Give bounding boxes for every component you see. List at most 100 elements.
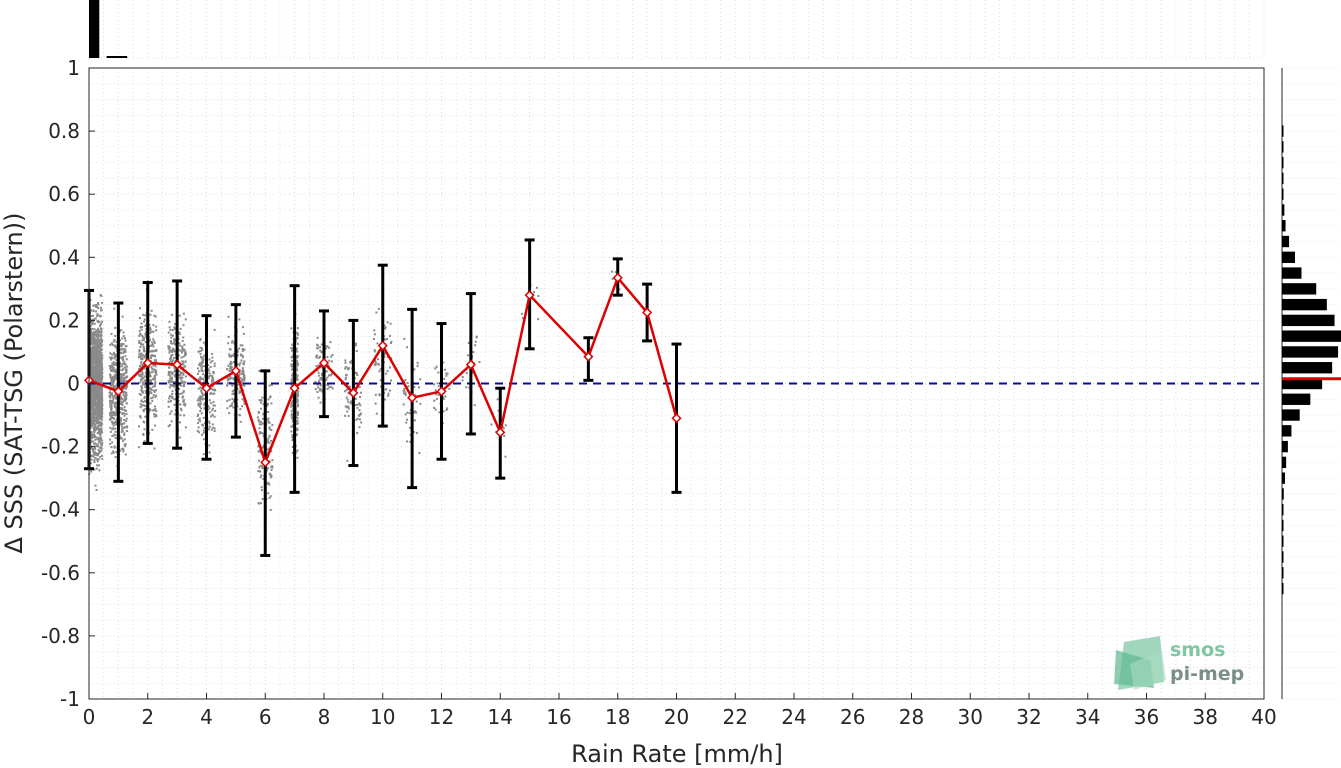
scatter-point (184, 375, 187, 378)
scatter-point (415, 432, 418, 435)
scatter-point (444, 395, 447, 398)
scatter-point (320, 372, 323, 375)
scatter-point (111, 362, 114, 365)
scatter-point (201, 433, 204, 436)
scatter-point (237, 374, 240, 377)
scatter-point (154, 381, 157, 384)
scatter-point (92, 310, 95, 313)
scatter-point (94, 353, 97, 356)
scatter-point (261, 446, 264, 449)
scatter-point (114, 436, 117, 439)
scatter-point (295, 376, 298, 379)
scatter-point (437, 394, 440, 397)
scatter-point (109, 377, 112, 380)
scatter-point (99, 417, 102, 420)
scatter-point (121, 407, 124, 410)
scatter-point (100, 395, 103, 398)
scatter-point (262, 478, 265, 481)
scatter-point (405, 421, 408, 424)
scatter-point (97, 417, 100, 420)
scatter-point (142, 363, 145, 366)
scatter-point (97, 452, 100, 455)
scatter-point (211, 376, 214, 379)
scatter-point (90, 337, 93, 340)
scatter-point (326, 376, 329, 379)
scatter-point (291, 438, 294, 441)
scatter-point (296, 400, 299, 403)
right-hist-bar (1282, 456, 1287, 469)
scatter-point (233, 389, 236, 392)
scatter-point (241, 370, 244, 373)
scatter-point (119, 339, 122, 342)
scatter-point (142, 408, 145, 411)
scatter-point (92, 388, 95, 391)
scatter-point (238, 318, 241, 321)
scatter-point (291, 413, 294, 416)
scatter-point (120, 431, 123, 434)
scatter-point (141, 325, 144, 328)
scatter-point (138, 367, 141, 370)
scatter-point (90, 366, 93, 369)
scatter-point (119, 407, 122, 410)
scatter-point (93, 468, 96, 471)
right-hist-bar (1282, 204, 1285, 216)
scatter-point (181, 376, 184, 379)
scatter-point (98, 342, 101, 345)
scatter-point (257, 420, 260, 423)
scatter-point (296, 395, 299, 398)
scatter-point (94, 426, 97, 429)
scatter-point (98, 450, 101, 453)
scatter-point (169, 375, 172, 378)
scatter-point (181, 339, 184, 342)
scatter-point (89, 325, 92, 328)
scatter-point (242, 373, 245, 376)
right-hist-bar (1282, 488, 1284, 500)
x-tick-label: 34 (1075, 705, 1100, 729)
scatter-point (114, 434, 117, 437)
scatter-point (290, 384, 293, 387)
scatter-point (100, 406, 103, 409)
scatter-point (406, 440, 409, 443)
scatter-point (167, 331, 170, 334)
x-tick-label: 22 (723, 705, 748, 729)
scatter-point (434, 367, 437, 370)
scatter-point (97, 329, 100, 332)
scatter-point (179, 327, 182, 330)
scatter-point (98, 314, 101, 317)
scatter-point (95, 384, 98, 387)
scatter-point (110, 379, 113, 382)
scatter-point (433, 383, 436, 386)
scatter-point (140, 343, 143, 346)
scatter-point (100, 373, 103, 376)
scatter-point (227, 315, 230, 318)
scatter-point (93, 340, 96, 343)
scatter-point (96, 320, 99, 323)
smos-pi-mep-logo: smos pi-mep (1114, 636, 1244, 690)
scatter-point (184, 353, 187, 356)
scatter-point (296, 456, 299, 459)
scatter-point (203, 403, 206, 406)
scatter-point (89, 384, 92, 387)
scatter-point (155, 373, 158, 376)
scatter-point (208, 399, 211, 402)
scatter-point (89, 392, 92, 395)
scatter-point (168, 351, 171, 354)
scatter-point (231, 397, 234, 400)
scatter-point (114, 387, 117, 390)
scatter-point (99, 357, 102, 360)
scatter-point (207, 376, 210, 379)
scatter-point (95, 467, 98, 470)
scatter-point (413, 368, 416, 371)
scatter-point (290, 327, 293, 330)
scatter-point (183, 380, 186, 383)
scatter-point (296, 369, 299, 372)
scatter-point (196, 415, 199, 418)
scatter-point (376, 342, 379, 345)
scatter-point (183, 414, 186, 417)
scatter-point (213, 415, 216, 418)
scatter-point (442, 361, 445, 364)
scatter-point (114, 326, 117, 329)
scatter-point (98, 349, 101, 352)
scatter-point (384, 338, 387, 341)
scatter-point (95, 378, 98, 381)
